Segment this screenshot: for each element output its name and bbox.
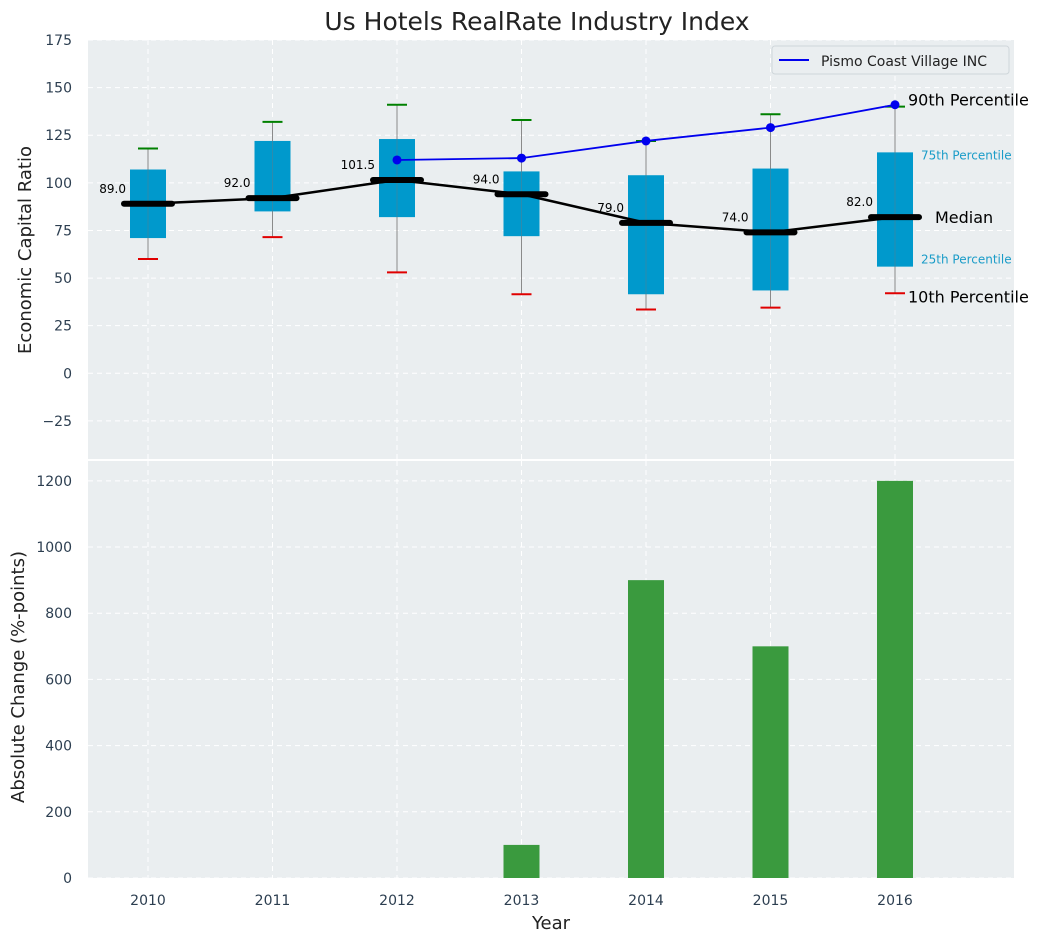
- median-value-label: 74.0: [722, 210, 749, 224]
- top-y-tick-label: 75: [54, 223, 72, 239]
- annotation-median: Median: [935, 208, 993, 227]
- annotation-p90: 90th Percentile: [908, 91, 1029, 110]
- bottom-y-tick-label: 400: [45, 739, 72, 755]
- x-tick-label: 2016: [877, 893, 913, 909]
- top-y-axis-label: Economic Capital Ratio: [15, 146, 36, 354]
- top-y-tick-label: 0: [63, 366, 72, 382]
- bar: [877, 480, 913, 878]
- company-point: [766, 123, 775, 133]
- annotation-p75: 75th Percentile: [921, 148, 1012, 162]
- bottom-y-axis-label: Absolute Change (%-points): [8, 551, 29, 803]
- bottom-y-tick-label: 800: [45, 606, 72, 622]
- company-point: [517, 153, 526, 163]
- x-tick-label: 2015: [753, 893, 789, 909]
- x-tick-label: 2014: [628, 893, 664, 909]
- bar: [628, 580, 664, 878]
- top-y-tick-label: 25: [54, 319, 72, 335]
- bottom-panel: 0 200 400 600 800 1000 1200 2010 2011 2012 2013 201…: [36, 459, 1014, 909]
- bottom-y-tick-label: 600: [45, 672, 72, 688]
- top-plot-area: [88, 40, 1014, 459]
- bottom-y-tick-label: 1000: [36, 540, 72, 556]
- annotation-p10: 10th Percentile: [908, 287, 1029, 306]
- top-y-tick-label: 150: [45, 81, 72, 97]
- bottom-y-tick-label: 200: [45, 805, 72, 821]
- bottom-y-tick-label: 1200: [36, 474, 72, 490]
- top-y-tick-label: 100: [45, 176, 72, 192]
- x-tick-label: 2011: [255, 893, 291, 909]
- company-point: [392, 155, 402, 165]
- bottom-y-tick-label: 0: [63, 871, 72, 887]
- median-value-label: 101.5: [341, 158, 375, 172]
- top-y-tick-label: 50: [54, 271, 72, 287]
- company-point: [641, 136, 651, 146]
- legend: Pismo Coast Village INC: [771, 45, 1010, 75]
- bottom-plot-area: [88, 461, 1014, 878]
- median-value-label: 82.0: [846, 195, 873, 209]
- top-y-tick-label: 125: [45, 128, 72, 144]
- x-tick-label: 2013: [504, 893, 540, 909]
- top-y-tick-label: −25: [42, 414, 72, 430]
- chart-title: Us Hotels RealRate Industry Index: [324, 7, 749, 36]
- median-value-label: 79.0: [597, 201, 624, 215]
- company-point: [890, 100, 900, 110]
- top-panel: −25 0 25 50 75 100 125 150 175 89.0 92.0 101.5 94.0 7…: [42, 33, 1029, 459]
- legend-box: [771, 45, 1010, 75]
- bar: [503, 844, 540, 878]
- median-value-label: 89.0: [99, 182, 126, 196]
- annotation-p25: 25th Percentile: [921, 253, 1012, 267]
- bar: [752, 646, 789, 878]
- x-axis-label: Year: [531, 913, 571, 934]
- legend-entry: Pismo Coast Village INC: [821, 54, 987, 70]
- x-tick-label: 2012: [379, 893, 415, 909]
- x-tick-label: 2010: [130, 893, 166, 909]
- median-value-label: 92.0: [224, 176, 251, 190]
- top-y-tick-label: 175: [45, 33, 72, 49]
- median-value-label: 94.0: [473, 172, 500, 186]
